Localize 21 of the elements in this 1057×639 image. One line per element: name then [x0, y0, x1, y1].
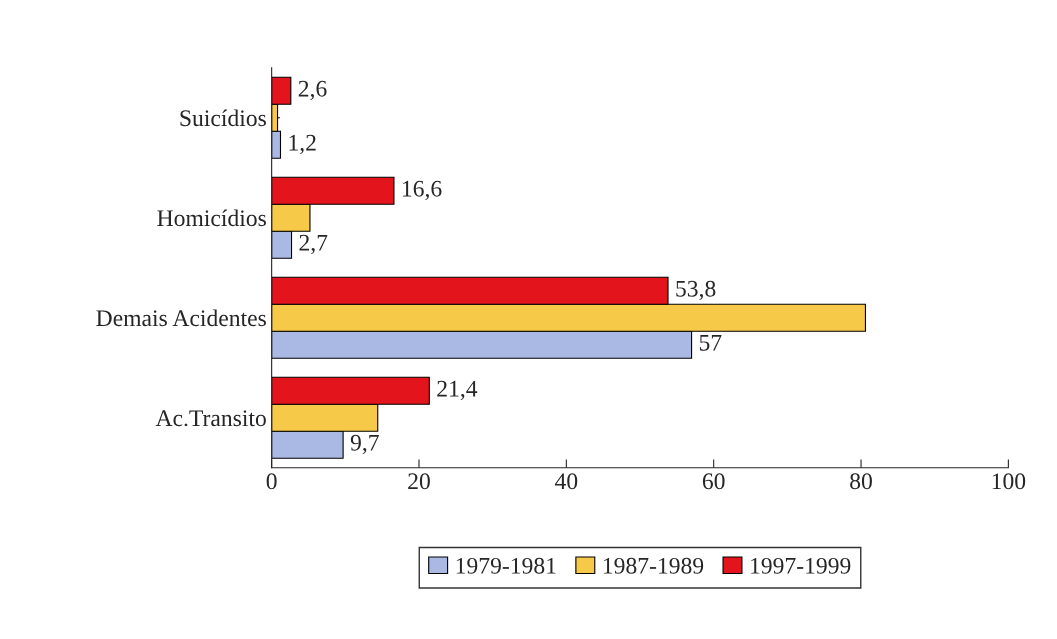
data-label: 2,7 — [299, 234, 328, 255]
data-label: 2,6 — [298, 80, 327, 101]
y-tick-label: Ac.Transito — [155, 410, 266, 427]
y-tick-label: Homicídios — [157, 209, 266, 227]
data-label: 16,6 — [402, 180, 442, 201]
legend-label: 1997-1999 — [751, 557, 851, 574]
data-label: 1,2 — [289, 134, 316, 155]
legend-label: 1979-1981 — [456, 557, 556, 574]
x-tick-label: 0 — [266, 473, 277, 490]
x-tick-label: 100 — [992, 473, 1026, 490]
y-tick-label: Demais Acidentes — [96, 309, 266, 327]
legend-label: 1987-1989 — [603, 557, 704, 574]
y-tick-label: Suicídios — [180, 109, 266, 127]
data-label: 53,8 — [676, 280, 716, 301]
x-tick-label: 20 — [408, 473, 430, 490]
data-label: 57 — [699, 334, 722, 351]
x-tick-label: 40 — [555, 473, 578, 490]
data-label: 9,7 — [350, 434, 379, 455]
x-tick-label: 80 — [850, 473, 872, 490]
data-label: 21,4 — [437, 380, 478, 401]
x-tick-label: 60 — [702, 473, 725, 490]
